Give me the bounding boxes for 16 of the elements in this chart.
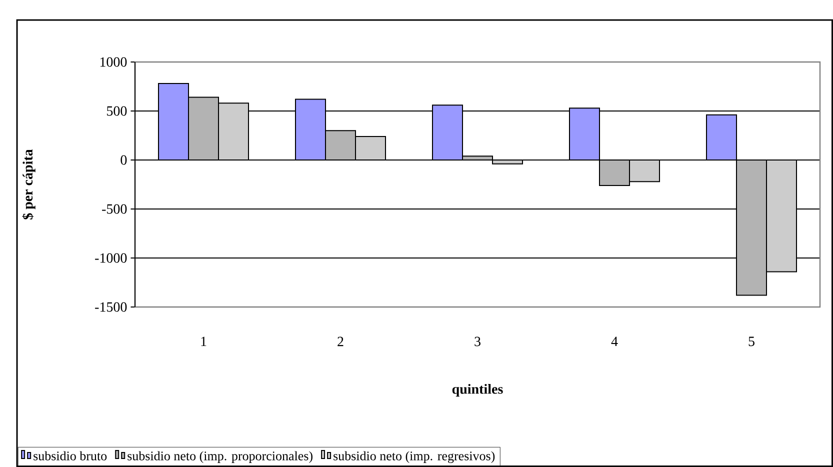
x-tick-label: 2 <box>338 336 344 346</box>
y-tick-label: 500 <box>107 106 127 116</box>
x-tick-label: 1 <box>201 336 206 346</box>
x-axis-title: quintiles <box>452 384 503 397</box>
legend-label: subsidio neto (imp. regresivos) <box>334 451 495 464</box>
x-tick-label: 4 <box>611 336 618 346</box>
y-tick-label: -1000 <box>95 253 127 263</box>
y-axis-title: $ per cápita <box>22 149 36 220</box>
legend-label: subsidio bruto <box>34 451 107 460</box>
x-tick-label: 3 <box>474 336 480 346</box>
legend-label: subsidio neto (imp. proporcionales) <box>128 451 312 463</box>
y-tick-label: 1000 <box>100 57 127 67</box>
y-tick-label: -1500 <box>95 302 127 312</box>
y-tick-label: 0 <box>120 155 127 165</box>
x-tick-label: 5 <box>748 336 754 346</box>
y-tick-label: -500 <box>102 204 127 214</box>
